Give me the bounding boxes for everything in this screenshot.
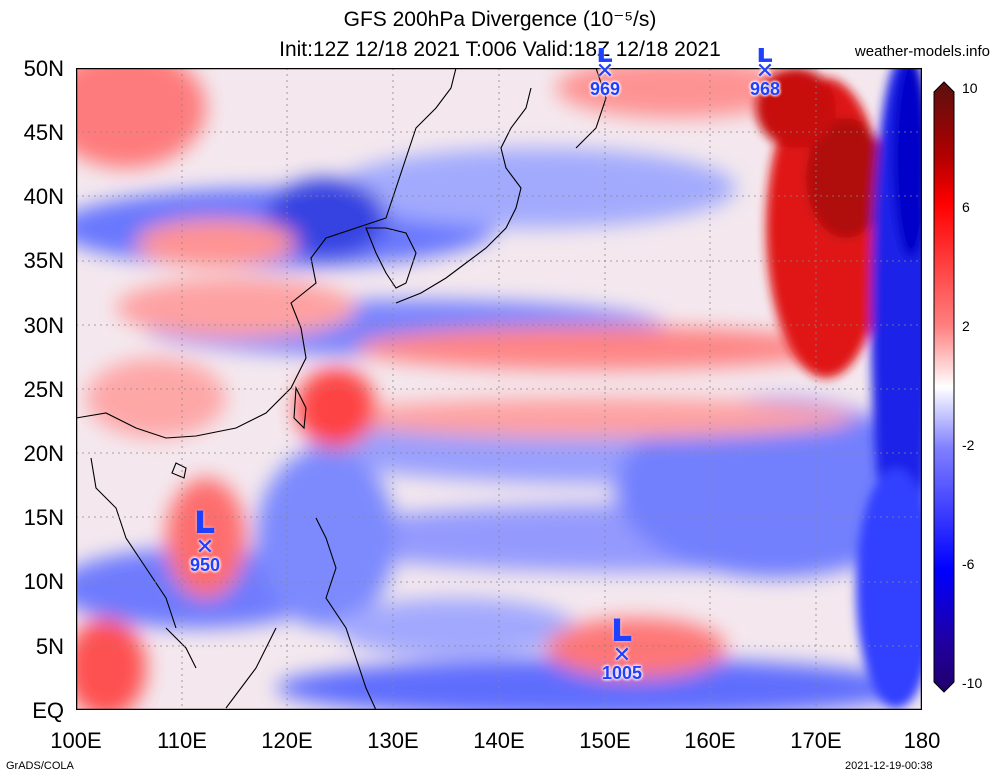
lon-label: 120E bbox=[261, 728, 313, 753]
lat-label: 45N bbox=[23, 120, 64, 145]
lat-label: 40N bbox=[23, 184, 64, 209]
footer-right: 2021-12-19-00:38 bbox=[845, 760, 933, 772]
lat-label: 30N bbox=[23, 313, 64, 338]
lat-label: 35N bbox=[23, 248, 64, 273]
low-letter: L bbox=[757, 48, 772, 62]
lon-label: 150E bbox=[579, 728, 631, 753]
lon-label: 180 bbox=[903, 728, 941, 753]
low-pressure-value: 968 bbox=[749, 79, 781, 99]
colorbar bbox=[933, 81, 955, 693]
lat-label: EQ bbox=[32, 698, 64, 723]
low-pressure-value: 950 bbox=[189, 555, 221, 575]
lat-label: 20N bbox=[23, 441, 64, 466]
lon-label: 160E bbox=[684, 728, 736, 753]
low-letter: L bbox=[612, 614, 632, 647]
lat-label: 25N bbox=[23, 377, 64, 402]
title-line-1: GFS 200hPa Divergence (10⁻⁵/s) bbox=[343, 8, 657, 31]
low-pressure-center: L ✕ 969 bbox=[575, 48, 635, 98]
colorbar-label: -2 bbox=[962, 437, 975, 453]
footer-left: GrADS/COLA bbox=[6, 760, 74, 772]
colorbar-label: -10 bbox=[962, 675, 983, 691]
lon-label: 110E bbox=[157, 728, 207, 753]
site-credit: weather-models.info bbox=[854, 43, 990, 60]
coastlines bbox=[76, 68, 607, 710]
lat-label: 5N bbox=[35, 634, 64, 659]
init-valid-text: Init:12Z 12/18 2021 T:006 Valid:18Z 12/1… bbox=[279, 38, 721, 61]
colorbar-label: 2 bbox=[962, 318, 970, 334]
lat-label: 50N bbox=[23, 56, 64, 81]
lon-label: 170E bbox=[790, 728, 842, 753]
low-letter: L bbox=[597, 48, 612, 62]
low-pressure-center: L ✕ 968 bbox=[735, 48, 795, 98]
colorbar-label: 6 bbox=[962, 199, 970, 215]
colorbar-label: 10 bbox=[962, 80, 978, 96]
colorbar-label: -6 bbox=[962, 556, 975, 572]
low-pressure-center: L ✕ 1005 bbox=[592, 614, 652, 683]
low-marker-icon: ✕ bbox=[755, 58, 775, 83]
lon-label: 140E bbox=[473, 728, 525, 753]
low-pressure-value: 1005 bbox=[601, 663, 643, 683]
low-marker-icon: ✕ bbox=[612, 642, 632, 667]
lat-label: 10N bbox=[23, 569, 64, 594]
lat-label: 15N bbox=[23, 505, 64, 530]
graticule bbox=[76, 68, 922, 710]
low-letter: L bbox=[195, 506, 215, 539]
divergence-field bbox=[76, 68, 922, 710]
lon-label: 100E bbox=[50, 728, 102, 753]
low-pressure-value: 969 bbox=[589, 79, 621, 99]
low-marker-icon: ✕ bbox=[195, 534, 215, 559]
low-pressure-center: L ✕ 950 bbox=[175, 506, 235, 575]
lon-label: 130E bbox=[367, 728, 419, 753]
low-marker-icon: ✕ bbox=[595, 58, 615, 83]
divergence-map bbox=[76, 68, 922, 710]
title-line-2: Init:12Z 12/18 2021 T:006 Valid:18Z 12/1… bbox=[0, 38, 1000, 62]
